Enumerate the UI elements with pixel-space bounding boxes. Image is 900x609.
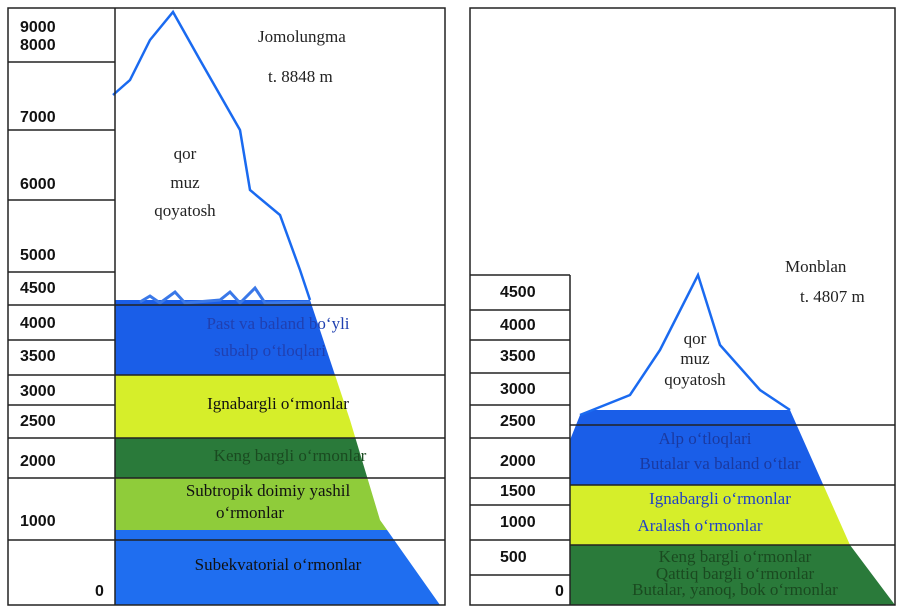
diagram: 9000800070006000500045004000350030002500… [0,0,900,609]
altitude-label: 4500 [500,284,536,301]
altitude-label: 2000 [20,453,56,470]
zone-label: Butalar, yanoq, bok o‘rmonlar [632,580,838,599]
upper-zone-label: qor [174,144,197,163]
zone-label: Ignabargli o‘rmonlar [207,394,349,413]
upper-zone-label: muz [170,173,200,192]
upper-zone-label: muz [680,349,710,368]
zone-label: Ignabargli o‘rmonlar [649,489,791,508]
altitude-label: 0 [555,583,564,600]
upper-zone-label: qor [684,329,707,348]
altitude-label: 6000 [20,176,56,193]
altitude-label: 4500 [20,280,56,297]
altitude-label: 2000 [500,453,536,470]
peak-height: t. 8848 m [268,67,333,86]
zone-label: Butalar va baland o‘tlar [640,454,801,473]
altitude-label: 3000 [20,383,56,400]
altitude-label: 7000 [20,109,56,126]
altitude-label: 1000 [500,514,536,531]
altitude-label: 1000 [20,513,56,530]
peak-name: Jomolungma [258,27,346,46]
altitude-label: 0 [95,583,104,600]
altitude-label: 3500 [20,348,56,365]
zone-label: Past va baland bo‘yli [206,314,349,333]
zone-label: Alp o‘tloqlari [658,429,751,448]
altitude-label: 500 [500,549,527,566]
zone-label: o‘rmonlar [216,503,284,522]
zone-label: Subtropik doimiy yashil [186,481,351,500]
peak-height: t. 4807 m [800,287,865,306]
altitude-label: 8000 [20,37,56,54]
zone-label: Subekvatorial o‘rmonlar [195,555,362,574]
altitude-label: 3000 [500,381,536,398]
altitude-label: 3500 [500,348,536,365]
altitude-label: 2500 [20,413,56,430]
altitude-label: 4000 [20,315,56,332]
peak-name: Monblan [785,257,847,276]
zone-label: subalp o‘tloqlari [214,341,326,360]
altitude-label: 1500 [500,483,536,500]
zone-label: Aralash o‘rmonlar [637,516,762,535]
upper-zone-label: qoyatosh [154,201,216,220]
zone-label: Keng bargli o‘rmonlar [214,446,367,465]
mountain-left [113,12,310,300]
altitude-label: 9000 [20,19,56,36]
upper-zone-label: qoyatosh [664,370,726,389]
altitude-label: 5000 [20,247,56,264]
altitude-label: 2500 [500,413,536,430]
altitude-label: 4000 [500,317,536,334]
